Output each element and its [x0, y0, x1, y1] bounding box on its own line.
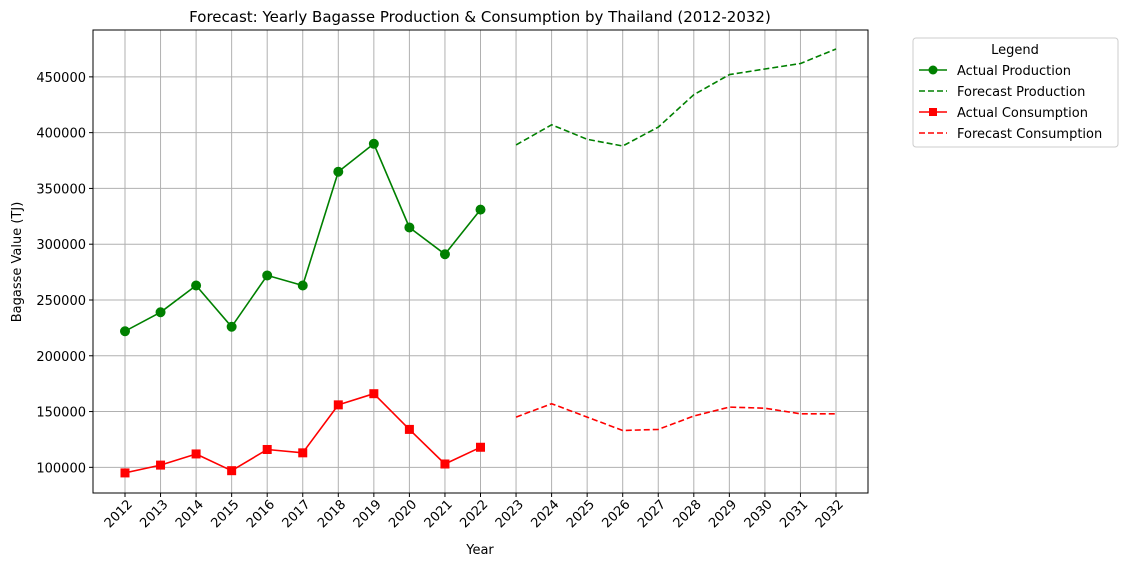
data-point: [298, 448, 308, 458]
y-tick-label: 400000: [36, 127, 86, 142]
actual-consumption-series: [120, 389, 485, 478]
x-tick-label: 2025: [564, 497, 598, 531]
data-point: [333, 400, 343, 410]
series-group: [119, 48, 837, 478]
legend-entry-actual-consumption: Actual Consumption: [919, 106, 1088, 121]
forecast-consumption-line: [515, 402, 836, 432]
x-tick-label: 2015: [208, 497, 242, 531]
data-point: [156, 460, 166, 470]
x-tick-label: 2019: [351, 497, 385, 531]
y-tick-label: 150000: [36, 406, 86, 421]
data-point: [476, 442, 485, 452]
data-point: [368, 138, 379, 149]
x-tick-label: 2027: [635, 497, 669, 531]
forecast-production-series: [515, 48, 837, 147]
x-tick-label: 2012: [102, 497, 136, 531]
data-point: [440, 459, 450, 469]
legend-label: Actual Consumption: [957, 106, 1088, 121]
data-point: [404, 222, 415, 233]
data-point: [226, 321, 237, 332]
grid: [93, 30, 868, 493]
y-tick-label: 300000: [36, 238, 86, 253]
legend-entry-actual-production: Actual Production: [919, 64, 1071, 79]
legend-label: Forecast Consumption: [957, 127, 1102, 142]
x-tick-label: 2026: [600, 497, 634, 531]
data-point: [369, 389, 379, 399]
forecast-production-line: [515, 48, 837, 147]
data-point: [191, 280, 202, 291]
plot-frame: [92, 29, 869, 494]
legend-title: Legend: [991, 43, 1039, 58]
data-point: [297, 280, 308, 291]
chart-title: Forecast: Yearly Bagasse Production & Co…: [189, 8, 771, 26]
x-tick-label: 2022: [457, 497, 491, 531]
x-tick-label: 2016: [244, 497, 278, 531]
legend-marker: [929, 108, 937, 116]
x-tick-label: 2023: [493, 497, 527, 531]
data-point: [262, 444, 272, 454]
y-tick-label: 100000: [36, 461, 86, 476]
x-tick-label: 2031: [777, 497, 811, 531]
x-tick-label: 2024: [528, 497, 562, 531]
legend-entry-forecast-consumption: Forecast Consumption: [919, 127, 1102, 142]
legend-box: [912, 37, 1119, 148]
x-tick-label: 2020: [386, 497, 420, 531]
data-point: [262, 270, 273, 281]
x-tick-label: 2014: [173, 497, 207, 531]
x-tick-label: 2030: [742, 497, 776, 531]
x-tick-label: 2013: [137, 497, 171, 531]
data-point: [439, 249, 450, 260]
legend: Legend Actual Production Forecast Product…: [912, 37, 1119, 148]
data-point: [475, 204, 486, 215]
legend-entries: Actual Production Forecast Production Actu…: [919, 64, 1102, 142]
data-point: [404, 424, 414, 434]
x-tick-label: 2028: [671, 497, 705, 531]
y-tick-label: 350000: [36, 182, 86, 197]
y-tick-label: 200000: [36, 350, 86, 365]
legend-entry-forecast-production: Forecast Production: [919, 85, 1085, 100]
x-tick-label: 2029: [706, 497, 740, 531]
data-point: [333, 166, 344, 177]
data-point: [155, 307, 166, 318]
actual-production-series: [119, 138, 486, 337]
y-axis-label: Bagasse Value (TJ): [10, 202, 25, 323]
legend-label: Actual Production: [957, 64, 1071, 79]
axis-ticks: 2012 2013 2014 2015 2016 2017 2018 2019 2020 2021…: [36, 71, 846, 531]
data-point: [227, 466, 237, 476]
y-tick-label: 450000: [36, 71, 86, 86]
y-tick-label: 250000: [36, 294, 86, 309]
forecast-consumption-series: [515, 402, 836, 432]
x-tick-label: 2032: [813, 497, 847, 531]
legend-label: Forecast Production: [957, 85, 1085, 100]
data-point: [119, 326, 130, 337]
x-tick-label: 2018: [315, 497, 349, 531]
legend-marker: [928, 65, 938, 75]
data-point: [120, 468, 130, 478]
data-point: [191, 449, 201, 459]
x-tick-label: 2017: [280, 497, 314, 531]
x-axis-label: Year: [465, 543, 494, 558]
x-tick-label: 2021: [422, 497, 456, 531]
